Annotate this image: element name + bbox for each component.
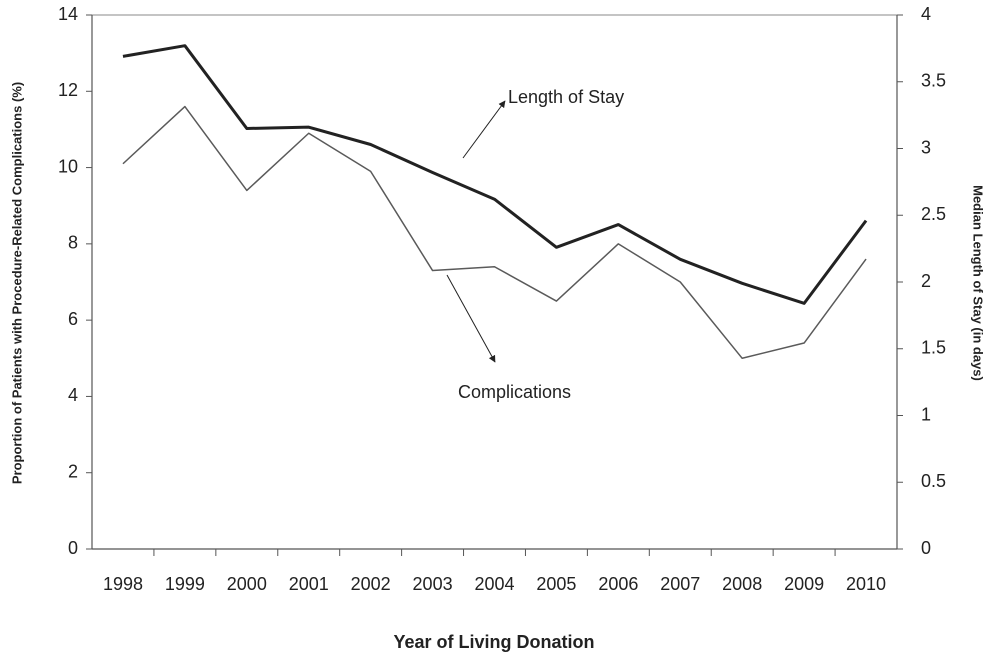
y2-tick-label: 1.5	[921, 338, 946, 358]
x-tick-label: 2010	[846, 574, 886, 594]
x-tick-label: 1999	[165, 574, 205, 594]
x-tick-label: 2004	[474, 574, 514, 594]
x-axis-title: Year of Living Donation	[393, 632, 594, 652]
y2-tick-label: 3.5	[921, 71, 946, 91]
x-tick-label: 2000	[227, 574, 267, 594]
y2-tick-label: 0	[921, 538, 931, 558]
series-label: Complications	[458, 382, 571, 402]
x-tick-label: 2009	[784, 574, 824, 594]
x-tick-label: 2005	[536, 574, 576, 594]
x-tick-label: 2001	[289, 574, 329, 594]
y-tick-label: 12	[58, 80, 78, 100]
series-label: Length of Stay	[508, 87, 624, 107]
y-tick-label: 8	[68, 233, 78, 253]
y-tick-label: 0	[68, 538, 78, 558]
y-tick-label: 10	[58, 156, 78, 176]
y2-tick-label: 3	[921, 137, 931, 157]
y-tick-label: 6	[68, 309, 78, 329]
y-tick-label: 4	[68, 385, 78, 405]
y-tick-label: 2	[68, 461, 78, 481]
x-tick-label: 2006	[598, 574, 638, 594]
y2-axis-title: Median Length of Stay (in days)	[971, 185, 986, 381]
x-tick-label: 2002	[351, 574, 391, 594]
x-tick-label: 1998	[103, 574, 143, 594]
x-tick-label: 2007	[660, 574, 700, 594]
x-tick-label: 2008	[722, 574, 762, 594]
y2-tick-label: 1	[921, 404, 931, 424]
y2-tick-label: 2	[921, 271, 931, 291]
series-line	[122, 105, 867, 360]
y2-tick-label: 0.5	[921, 471, 946, 491]
annotation-arrow	[446, 274, 496, 363]
series-line	[122, 44, 868, 305]
y2-tick-label: 2.5	[921, 204, 946, 224]
y-tick-label: 14	[58, 4, 78, 24]
annotation-arrow	[462, 100, 506, 159]
x-tick-label: 2003	[413, 574, 453, 594]
y-axis-title: Proportion of Patients with Procedure-Re…	[9, 82, 24, 484]
y2-tick-label: 4	[921, 4, 931, 24]
